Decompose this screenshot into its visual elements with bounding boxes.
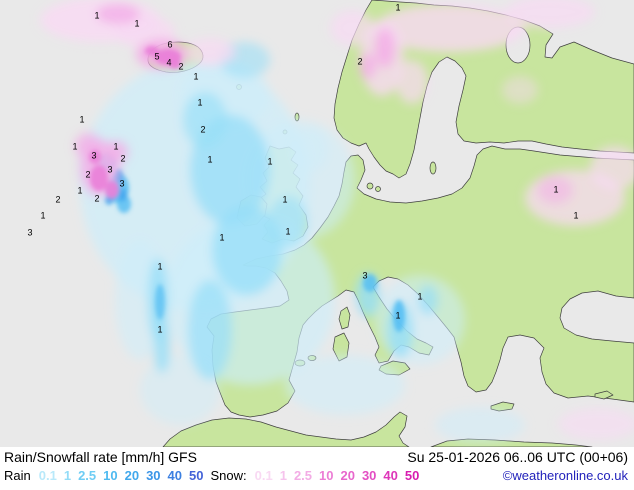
rain-layer (80, 42, 525, 443)
rain-label: Rain (4, 468, 31, 483)
landmass-north-africa-west (162, 411, 410, 447)
legend-value: 2.5 (78, 468, 97, 483)
legend-value: 0.1 (254, 468, 273, 483)
legend-value: 2.5 (293, 468, 313, 483)
island-gotland (429, 161, 437, 175)
caption-row: Rain/Snowfall rate [mm/h] GFS Su 25-01-2… (0, 447, 634, 465)
map-title: Rain/Snowfall rate [mm/h] GFS (4, 449, 197, 465)
legend-value: 20 (124, 468, 140, 483)
rain-scale: 0.1 1 2.5 10 20 30 40 50 (39, 468, 211, 483)
legend-value: 50 (404, 468, 420, 483)
europe-weather-map-svg (40, 0, 634, 447)
island-fyn (375, 186, 381, 192)
snow-layer (40, 0, 634, 440)
legend-value: 50 (189, 468, 204, 483)
island-cyprus (594, 390, 614, 400)
legend-bar: Rain/Snowfall rate [mm/h] GFS Su 25-01-2… (0, 447, 634, 490)
legend-value: 1 (279, 468, 287, 483)
legend-value: 20 (340, 468, 355, 483)
copyright: ©weatheronline.co.uk (502, 468, 628, 483)
legend-row: Rain 0.1 1 2.5 10 20 30 40 50 Snow: 0.1 1 2.5 10 20… (0, 465, 634, 483)
map-datetime: Su 25-01-2026 06..06 UTC (00+06) (407, 449, 628, 465)
legend-value: 30 (361, 468, 377, 483)
legend-value: 30 (146, 468, 161, 483)
island-shetland (294, 112, 300, 122)
legend-value: 0.1 (38, 468, 57, 483)
island-corsica (338, 306, 351, 330)
snow-heavy-layer (89, 46, 181, 199)
snow-label: Snow: (210, 468, 247, 483)
snow-scale: 0.1 1 2.5 10 20 30 40 50 (255, 468, 427, 483)
legend-value: 10 (319, 468, 334, 483)
island-sjaelland (366, 182, 374, 190)
legend-value: 40 (167, 468, 183, 483)
legend-value: 1 (63, 468, 72, 483)
legend-value: 10 (103, 468, 118, 483)
legend-value: 40 (383, 468, 398, 483)
